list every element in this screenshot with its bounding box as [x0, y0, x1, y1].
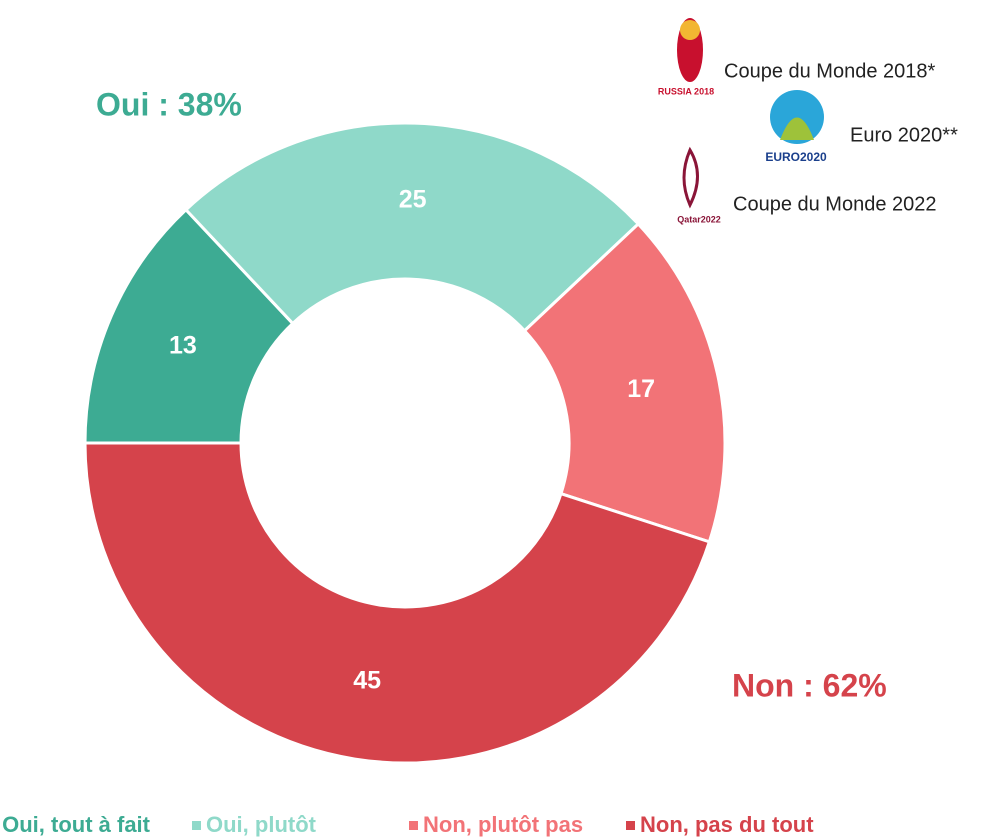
- logo-text: Coupe du Monde 2018*: [724, 60, 935, 82]
- data-label: 13: [169, 331, 197, 359]
- data-label: 25: [399, 186, 427, 214]
- slice: [183, 121, 641, 333]
- legend-marker: [626, 821, 635, 830]
- logo-text: Coupe du Monde 2022: [733, 193, 937, 215]
- legend-marker: [409, 821, 418, 830]
- data-label: 45: [353, 667, 381, 695]
- legend-label: Non, pas du tout: [640, 812, 814, 837]
- logo-badge: RUSSIA 2018: [658, 86, 714, 96]
- logo: Qatar2022 Coupe du Monde 2022: [677, 146, 937, 224]
- logo-badge: Qatar2022: [677, 214, 721, 224]
- annotation: Oui : 38%: [96, 86, 242, 122]
- logo: RUSSIA 2018 Coupe du Monde 2018*: [658, 18, 935, 96]
- slice: [83, 207, 295, 445]
- legend-label: Non, plutôt pas: [423, 812, 583, 837]
- data-label: 17: [627, 375, 655, 403]
- legend-label: Oui, tout à fait: [2, 812, 151, 837]
- logo-badge: EURO2020: [765, 150, 827, 164]
- logo: EURO2020 Euro 2020**: [765, 90, 958, 164]
- slice: [522, 221, 727, 544]
- legend-marker: [192, 821, 201, 830]
- legend-label: Oui, plutôt: [206, 812, 317, 837]
- slice: [83, 441, 712, 765]
- logo-text: Euro 2020**: [850, 124, 958, 146]
- annotation: Non : 62%: [732, 667, 887, 703]
